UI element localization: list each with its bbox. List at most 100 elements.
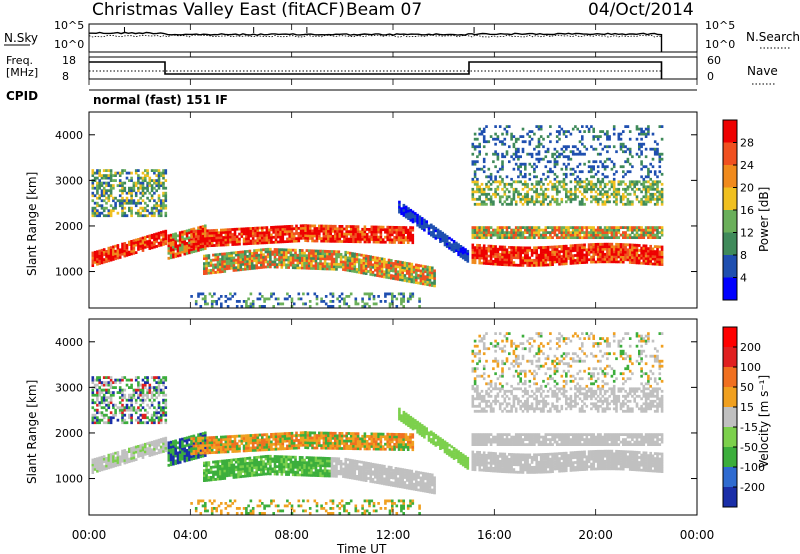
power-cell-1329	[214, 263, 217, 267]
power-cell-3959	[606, 130, 609, 133]
velocity-cell-437	[146, 388, 149, 392]
power-cell-2520	[583, 261, 586, 264]
power-cell-3248	[514, 202, 518, 206]
velocity-cell-343	[125, 403, 129, 407]
power-cell-2465	[565, 254, 568, 258]
power-cell-530	[164, 169, 168, 172]
power-cell-59	[114, 252, 117, 256]
velocity-cell-10	[93, 457, 97, 461]
velocity-cell-269	[107, 388, 111, 392]
power-cell-1350	[221, 265, 224, 268]
power-cell-3987	[622, 165, 625, 169]
power-cell-3452	[603, 200, 607, 204]
power-cell-3866	[569, 150, 573, 154]
power-cell-859	[251, 232, 255, 235]
power-cell-2222	[487, 247, 491, 250]
power-cell-1072	[329, 229, 332, 233]
power-cell-2760	[656, 247, 659, 251]
power-cell-1358	[223, 265, 227, 268]
power-cell-3459	[606, 195, 609, 199]
velocity-cell-255	[105, 396, 108, 400]
power-cell-4113	[226, 305, 230, 308]
power-cell-4230	[388, 305, 392, 308]
power-cell-2544	[590, 245, 593, 249]
power-cell-2798	[480, 233, 484, 237]
power-cell-3582	[653, 187, 657, 191]
velocity-cell-425	[144, 393, 147, 397]
power-cell-3159	[473, 180, 477, 184]
velocity-cell-264	[107, 406, 111, 410]
power-cell-2531	[585, 250, 589, 254]
power-cell-159	[157, 231, 161, 235]
velocity-cell-534	[167, 453, 171, 457]
velocity-cell-475	[155, 391, 158, 394]
power-cell-3087	[628, 226, 632, 229]
power-cell-539	[167, 234, 171, 238]
power-cell-501	[159, 199, 163, 203]
velocity-cell-29	[102, 467, 106, 471]
power-cell-1396	[234, 253, 238, 257]
power-cell-1355	[221, 252, 224, 256]
power-cell-82	[123, 242, 127, 245]
velocity-cell-2	[91, 466, 95, 469]
power-cell-2636	[617, 243, 621, 246]
power-cell-1258	[400, 241, 403, 244]
power-cell-3561	[647, 190, 650, 194]
power-cell-3342	[555, 197, 559, 201]
power-cell-3234	[508, 195, 511, 199]
power-cell-3373	[569, 190, 573, 194]
power-cell-1745	[346, 256, 350, 260]
power-cell-2180	[473, 251, 477, 255]
power-cell-857	[251, 237, 255, 240]
velocity-cell-247	[102, 383, 106, 387]
power-cell-3707	[510, 135, 513, 138]
power-cell-4018	[638, 142, 641, 146]
velocity-cell-542	[169, 458, 173, 462]
power-cell-3812	[551, 170, 554, 174]
power-cell-31	[102, 253, 106, 256]
power-cell-1489	[264, 258, 268, 261]
power-cell-2044	[407, 217, 410, 220]
power-cell-2171	[471, 253, 475, 257]
power-cell-3879	[576, 175, 579, 179]
power-cell-738	[208, 239, 212, 243]
power-cell-1437	[248, 264, 252, 268]
power-cell-1389	[232, 259, 236, 262]
power-cell-1677	[323, 252, 327, 256]
power-cell-2417	[549, 245, 552, 249]
power-cell-3381	[574, 190, 577, 194]
velocity-cell-127	[144, 445, 147, 449]
power-cell-1155	[359, 232, 362, 236]
power-cell-293	[112, 179, 115, 182]
power-cell-286	[109, 169, 113, 172]
power-cell-111	[137, 240, 140, 244]
power-cell-3723	[517, 167, 520, 171]
velocity-cell-93	[130, 457, 133, 460]
power-cell-367	[130, 179, 133, 182]
power-cell-337	[123, 186, 127, 190]
power-cell-2540	[590, 258, 593, 261]
velocity-cell-458	[150, 376, 154, 379]
power-cell-1792	[362, 269, 366, 273]
power-cell-2144	[457, 250, 460, 254]
power-cell-3436	[596, 192, 600, 196]
power-cell-3841	[562, 177, 566, 181]
power-cell-4248	[402, 297, 405, 301]
velocity-cell-133	[148, 454, 152, 457]
power-cell-2401	[544, 251, 548, 254]
velocity-cell-414	[141, 393, 145, 397]
power-cell-2694	[635, 251, 639, 255]
power-cell-2021	[433, 279, 436, 283]
power-cell-719	[201, 239, 205, 243]
power-cell-2504	[578, 261, 582, 265]
power-cell-4224	[377, 295, 380, 298]
power-cell-2836	[501, 236, 504, 239]
power-cell-3383	[574, 185, 577, 189]
power-cell-759	[215, 236, 218, 240]
velocity-cell-651	[197, 450, 200, 454]
power-cell-135	[148, 242, 152, 245]
power-cell-1929	[403, 264, 407, 267]
power-cell-3291	[533, 190, 536, 194]
power-cell-3116	[644, 228, 648, 232]
power-cell-1782	[358, 258, 361, 262]
